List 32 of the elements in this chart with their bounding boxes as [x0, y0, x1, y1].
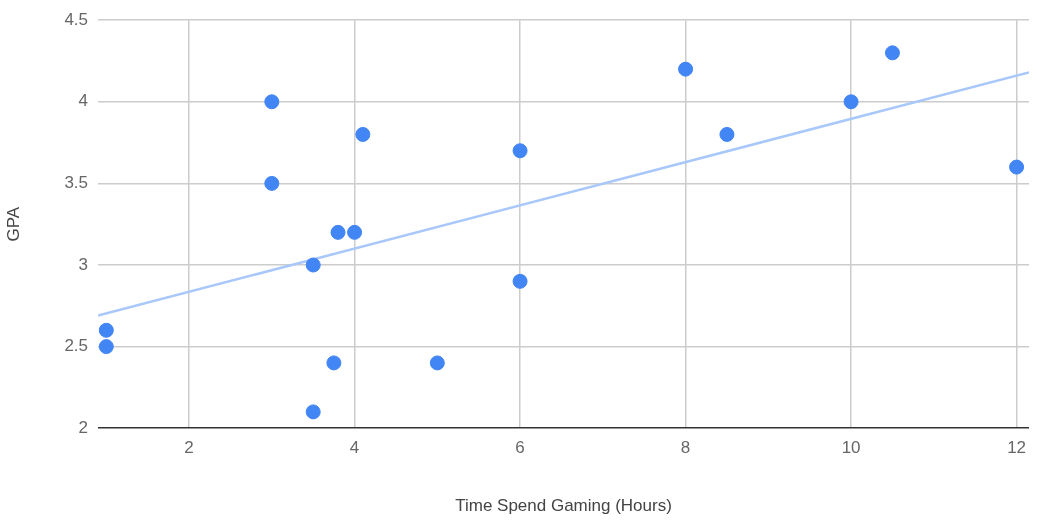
point: [843, 94, 859, 110]
point: [719, 126, 735, 142]
point: [305, 404, 321, 420]
x-tick-label: 6: [515, 438, 525, 458]
point: [1009, 159, 1025, 175]
y-tick-label: 3.5: [64, 173, 89, 193]
x-axis-title: Time Spend Gaming (Hours): [455, 496, 672, 516]
point: [512, 273, 528, 289]
x-tick-label: 2: [184, 438, 194, 458]
y-tick-label: 4.5: [64, 9, 89, 29]
point: [678, 61, 694, 77]
point: [264, 94, 280, 110]
point: [326, 355, 342, 371]
point: [355, 126, 371, 142]
point: [98, 339, 114, 355]
point: [512, 143, 528, 159]
x-tick-label: 12: [1007, 438, 1027, 458]
point: [305, 257, 321, 273]
y-tick-label: 2: [78, 417, 89, 437]
y-axis-title: GPA: [3, 206, 23, 242]
y-tick-label: 3: [78, 254, 89, 274]
point: [264, 175, 280, 191]
y-tick-label: 4: [78, 91, 89, 111]
point: [429, 355, 445, 371]
y-tick-label: 2.5: [64, 336, 89, 356]
point: [884, 45, 900, 61]
x-tick-label: 4: [349, 438, 360, 458]
x-tick-label: 8: [680, 438, 691, 458]
x-tick-label: 10: [841, 438, 861, 458]
point: [98, 322, 114, 338]
point: [347, 224, 363, 240]
point: [330, 224, 346, 240]
